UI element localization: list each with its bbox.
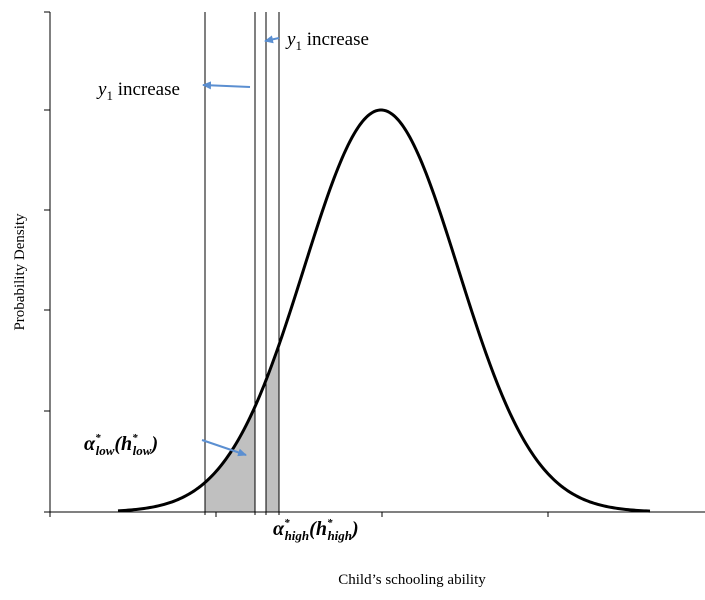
shaded-area-high bbox=[266, 344, 279, 512]
arrow-y1-increase-right bbox=[264, 35, 280, 44]
y-axis-label: Probability Density bbox=[12, 213, 28, 331]
label-y1-increase-left: y1 increase bbox=[96, 79, 180, 103]
density-curve bbox=[117, 108, 651, 513]
label-y1-increase-right: y1 increase bbox=[285, 29, 369, 53]
label-alpha-low: α* low(h* low) bbox=[84, 432, 158, 458]
x-axis-label: Child’s schooling ability bbox=[338, 572, 486, 588]
arrow-alpha-low bbox=[201, 439, 247, 457]
arrow-y1-increase-left bbox=[202, 81, 251, 90]
label-alpha-high: α* high(h* high) bbox=[273, 517, 359, 543]
